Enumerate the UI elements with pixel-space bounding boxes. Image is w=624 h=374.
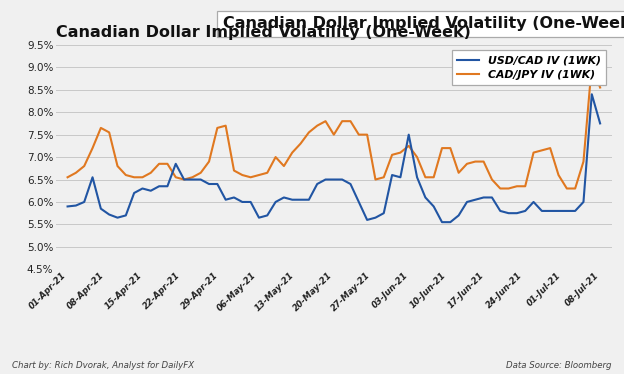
USD/CAD IV (1WK) [588, 92, 595, 96]
USD/CAD IV (1WK) [288, 197, 296, 202]
Text: Chart by: Rich Dvorak, Analyst for DailyFX: Chart by: Rich Dvorak, Analyst for Daily… [12, 361, 195, 370]
USD/CAD IV (1WK) [530, 200, 537, 204]
CAD/JPY IV (1WK) [188, 175, 196, 180]
CAD/JPY IV (1WK) [572, 186, 579, 191]
USD/CAD IV (1WK) [222, 197, 230, 202]
USD/CAD IV (1WK) [338, 177, 346, 182]
Text: Data Source: Bloomberg: Data Source: Bloomberg [506, 361, 612, 370]
Text: Canadian Dollar Implied Volatility (One-Week): Canadian Dollar Implied Volatility (One-… [56, 25, 471, 40]
CAD/JPY IV (1WK) [597, 85, 604, 90]
CAD/JPY IV (1WK) [288, 150, 296, 155]
Line: USD/CAD IV (1WK): USD/CAD IV (1WK) [67, 94, 600, 222]
CAD/JPY IV (1WK) [588, 63, 595, 67]
CAD/JPY IV (1WK) [64, 175, 71, 180]
USD/CAD IV (1WK) [438, 220, 446, 224]
CAD/JPY IV (1WK) [338, 119, 346, 123]
CAD/JPY IV (1WK) [530, 150, 537, 155]
Legend: USD/CAD IV (1WK), CAD/JPY IV (1WK): USD/CAD IV (1WK), CAD/JPY IV (1WK) [452, 50, 606, 86]
USD/CAD IV (1WK) [188, 177, 196, 182]
CAD/JPY IV (1WK) [222, 123, 230, 128]
CAD/JPY IV (1WK) [497, 186, 504, 191]
Text: Canadian Dollar Implied Volatility (One-Week): Canadian Dollar Implied Volatility (One-… [223, 16, 624, 31]
USD/CAD IV (1WK) [572, 209, 579, 213]
USD/CAD IV (1WK) [64, 204, 71, 209]
USD/CAD IV (1WK) [597, 121, 604, 126]
Line: CAD/JPY IV (1WK): CAD/JPY IV (1WK) [67, 65, 600, 188]
